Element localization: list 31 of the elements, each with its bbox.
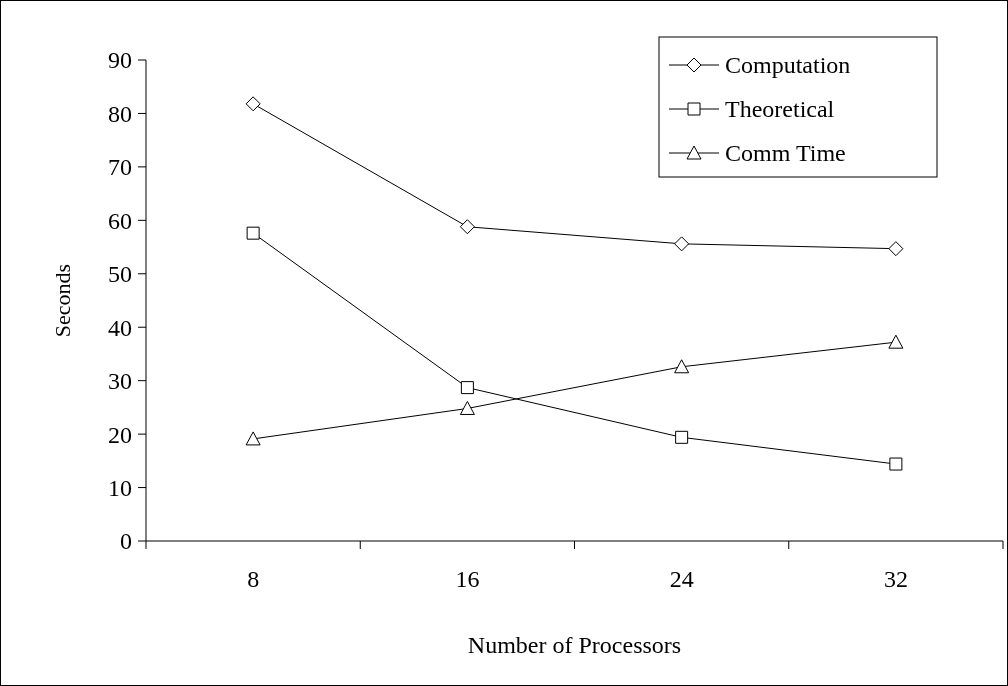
point: [675, 430, 689, 444]
point: [889, 457, 903, 471]
y-tick-label: 20: [108, 421, 132, 448]
x-tick-label: 24: [669, 566, 694, 592]
y-tick-label: 50: [108, 261, 132, 288]
point: [674, 236, 690, 252]
point: [459, 400, 475, 415]
y-tick-label: 90: [108, 47, 132, 74]
x-tick-label: 8: [247, 566, 260, 592]
y-axis-title: Seconds: [50, 263, 75, 338]
point: [888, 241, 904, 257]
point: [245, 431, 261, 446]
x-tick-label: 16: [455, 566, 480, 592]
y-tick-label: 0: [120, 528, 132, 555]
y-tick-label: 70: [108, 154, 132, 181]
point: [245, 96, 261, 112]
point: [460, 381, 474, 395]
point: [888, 334, 904, 349]
legend-label: Computation: [725, 52, 851, 79]
point: [674, 359, 690, 374]
x-axis-title: Number of Processors: [467, 632, 682, 658]
legend-label: Comm Time: [725, 140, 846, 167]
point: [459, 219, 475, 235]
y-tick-label: 40: [108, 314, 132, 341]
legend-label: Theoretical: [725, 96, 835, 123]
y-tick-label: 60: [108, 207, 132, 234]
y-tick-label: 30: [108, 368, 132, 395]
x-tick-label: 32: [883, 566, 908, 592]
y-tick-label: 10: [108, 474, 132, 501]
point: [246, 226, 260, 240]
y-tick-label: 80: [108, 100, 132, 127]
